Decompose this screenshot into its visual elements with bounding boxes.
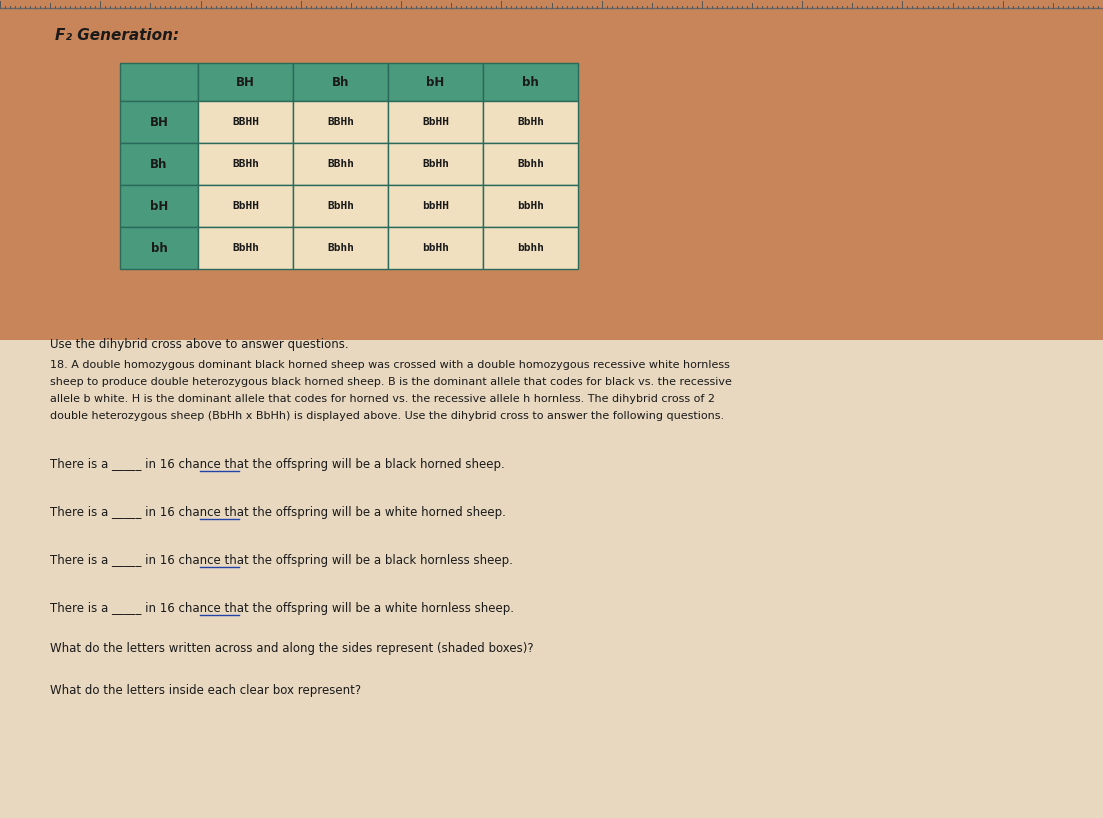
- Bar: [388, 227, 483, 269]
- Text: F₂ Generation:: F₂ Generation:: [55, 28, 179, 43]
- Bar: [293, 227, 388, 269]
- Bar: [483, 227, 578, 269]
- Text: BH: BH: [150, 115, 169, 128]
- Text: bbhh: bbhh: [517, 243, 544, 253]
- Bar: [483, 185, 578, 227]
- Text: Bbhh: Bbhh: [517, 159, 544, 169]
- Bar: [120, 143, 199, 185]
- Text: There is a _____ in 16 chance that the offspring will be a white horned sheep.: There is a _____ in 16 chance that the o…: [50, 506, 506, 519]
- Bar: [199, 227, 293, 269]
- Text: BBHh: BBHh: [232, 159, 259, 169]
- Bar: [199, 101, 293, 143]
- Text: BbHH: BbHH: [422, 117, 449, 127]
- Bar: [120, 185, 199, 227]
- Bar: [388, 185, 483, 227]
- Bar: [199, 63, 293, 101]
- Text: bh: bh: [522, 75, 539, 88]
- Text: Bh: Bh: [150, 158, 168, 170]
- Bar: [120, 227, 199, 269]
- Bar: [199, 143, 293, 185]
- Text: There is a _____ in 16 chance that the offspring will be a white hornless sheep.: There is a _____ in 16 chance that the o…: [50, 602, 514, 615]
- Bar: [120, 63, 199, 101]
- Text: bh: bh: [151, 241, 168, 254]
- Text: Use the dihybrid cross above to answer questions.: Use the dihybrid cross above to answer q…: [50, 338, 349, 351]
- Bar: [483, 143, 578, 185]
- Text: bH: bH: [427, 75, 445, 88]
- Bar: [388, 63, 483, 101]
- Bar: [293, 185, 388, 227]
- Text: BbHH: BbHH: [232, 201, 259, 211]
- Text: What do the letters inside each clear box represent?: What do the letters inside each clear bo…: [50, 684, 361, 697]
- Text: Bh: Bh: [332, 75, 350, 88]
- Text: bH: bH: [150, 200, 168, 213]
- Bar: [293, 143, 388, 185]
- Bar: [483, 101, 578, 143]
- Text: BH: BH: [236, 75, 255, 88]
- Text: BbHh: BbHh: [422, 159, 449, 169]
- Text: bbHh: bbHh: [422, 243, 449, 253]
- Text: What do the letters written across and along the sides represent (shaded boxes)?: What do the letters written across and a…: [50, 642, 534, 655]
- Bar: [0, 340, 1103, 818]
- Text: BBHH: BBHH: [232, 117, 259, 127]
- Text: bbHh: bbHh: [517, 201, 544, 211]
- Text: There is a _____ in 16 chance that the offspring will be a black hornless sheep.: There is a _____ in 16 chance that the o…: [50, 554, 513, 567]
- Bar: [293, 63, 388, 101]
- Text: BbHh: BbHh: [326, 201, 354, 211]
- Text: BbHh: BbHh: [517, 117, 544, 127]
- Text: double heterozygous sheep (BbHh x BbHh) is displayed above. Use the dihybrid cro: double heterozygous sheep (BbHh x BbHh) …: [50, 411, 725, 421]
- Text: BBhh: BBhh: [326, 159, 354, 169]
- Text: bbHH: bbHH: [422, 201, 449, 211]
- Text: There is a _____ in 16 chance that the offspring will be a black horned sheep.: There is a _____ in 16 chance that the o…: [50, 458, 505, 471]
- Text: 18. A double homozygous dominant black horned sheep was crossed with a double ho: 18. A double homozygous dominant black h…: [50, 360, 730, 370]
- Text: BBHh: BBHh: [326, 117, 354, 127]
- Bar: [483, 63, 578, 101]
- Text: allele b white. H is the dominant allele that codes for horned vs. the recessive: allele b white. H is the dominant allele…: [50, 394, 715, 404]
- Bar: [293, 101, 388, 143]
- Bar: [388, 143, 483, 185]
- Text: sheep to produce double heterozygous black horned sheep. B is the dominant allel: sheep to produce double heterozygous bla…: [50, 377, 732, 387]
- Bar: [120, 101, 199, 143]
- Bar: [199, 185, 293, 227]
- Bar: [0, 0, 1103, 340]
- Text: Bbhh: Bbhh: [326, 243, 354, 253]
- Bar: [388, 101, 483, 143]
- Text: BbHh: BbHh: [232, 243, 259, 253]
